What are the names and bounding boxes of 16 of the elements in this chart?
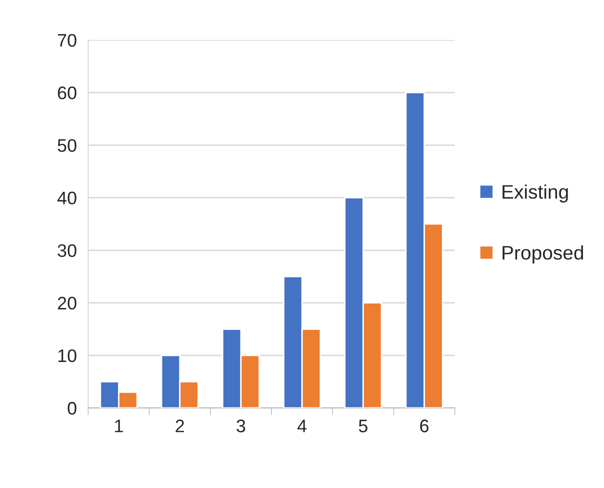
- y-tick-label: 20: [58, 296, 76, 310]
- x-tick-label: 6: [420, 420, 428, 432]
- y-tick-label: 0: [68, 402, 76, 415]
- legend-label: Proposed: [502, 245, 584, 264]
- x-tick-label: 3: [236, 420, 246, 432]
- y-tick-label: 40: [57, 192, 76, 204]
- y-tick-label: 50: [58, 139, 76, 152]
- x-tick-label: 1: [115, 420, 123, 432]
- y-tick-label: 10: [58, 349, 76, 362]
- y-tick-label: 30: [58, 244, 76, 257]
- y-tick-label: 60: [58, 86, 76, 100]
- x-tick-label: 2: [176, 420, 184, 432]
- x-tick-label: 5: [358, 420, 368, 432]
- legend-label: Existing: [502, 184, 568, 203]
- x-tick-label: 4: [297, 420, 307, 432]
- y-tick-label: 70: [58, 34, 76, 47]
